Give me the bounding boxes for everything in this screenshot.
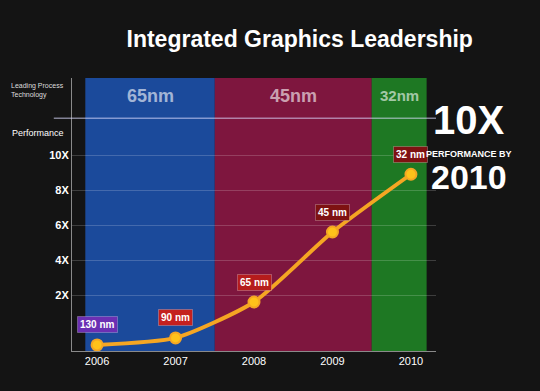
svg-text:45nm: 45nm bbox=[270, 86, 317, 106]
svg-text:Leading ProcessTechnology: Leading ProcessTechnology bbox=[11, 82, 64, 99]
svg-text:Integrated Graphics Leadership: Integrated Graphics Leadership bbox=[127, 26, 473, 52]
svg-text:2010: 2010 bbox=[399, 355, 423, 367]
svg-text:90 nm: 90 nm bbox=[161, 312, 190, 323]
svg-text:10X: 10X bbox=[49, 149, 69, 161]
svg-text:2010: 2010 bbox=[431, 158, 507, 196]
svg-text:2008: 2008 bbox=[242, 355, 266, 367]
svg-text:6X: 6X bbox=[55, 219, 69, 231]
svg-text:8X: 8X bbox=[55, 184, 69, 196]
svg-text:65nm: 65nm bbox=[127, 86, 174, 106]
svg-text:65 nm: 65 nm bbox=[240, 277, 269, 288]
svg-text:2006: 2006 bbox=[85, 355, 109, 367]
svg-text:32nm: 32nm bbox=[380, 87, 419, 104]
svg-text:130 nm: 130 nm bbox=[80, 319, 115, 330]
svg-text:10X: 10X bbox=[433, 98, 504, 142]
svg-text:45 nm: 45 nm bbox=[318, 207, 347, 218]
svg-text:32 nm: 32 nm bbox=[396, 149, 425, 160]
svg-text:PERFORMANCE BY: PERFORMANCE BY bbox=[426, 149, 512, 159]
svg-text:Performance: Performance bbox=[12, 128, 64, 138]
svg-text:4X: 4X bbox=[55, 254, 69, 266]
svg-text:2007: 2007 bbox=[163, 355, 187, 367]
svg-text:2009: 2009 bbox=[320, 355, 344, 367]
svg-text:2X: 2X bbox=[55, 289, 69, 301]
